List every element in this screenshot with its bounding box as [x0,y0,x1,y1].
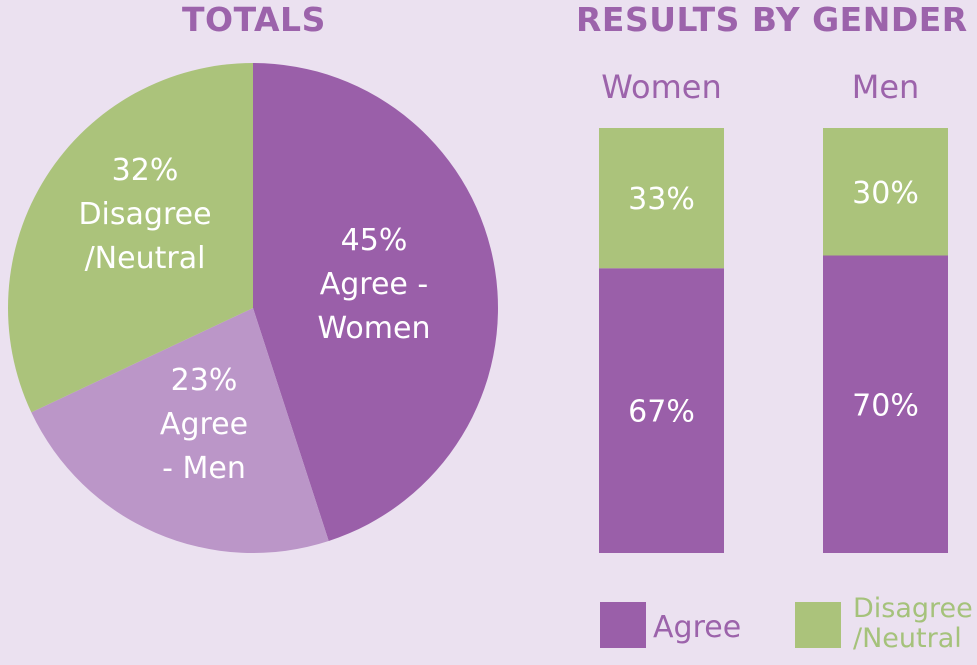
pie-slice-label-line: Women [318,311,431,346]
bar-value-label: 70% [852,388,919,423]
bar-value-label: 67% [628,395,695,430]
pie-slice-label-line: Agree [160,407,248,442]
bar-chart-title: RESULTS BY GENDER [576,0,968,39]
legend-label-disagree-line: /Neutral [853,623,962,654]
bar-segment [599,268,724,553]
pie-slice-label: 32% Disagree/Neutral [78,153,211,276]
pie-chart-title: TOTALS [182,0,326,39]
bar-category-label: Women [601,68,721,106]
pie-slice-value: 45% [341,223,408,258]
pie-slice-label-line: Agree - [320,267,429,302]
bar-segment [823,255,948,553]
pie-slice-label-line: Disagree [78,197,211,232]
pie-slice-label: 23% Agree - Men [160,363,248,486]
legend-swatch-agree [600,602,646,648]
pie-slice-0 [253,63,498,542]
bar-value-label: 33% [628,182,695,217]
legend-label-disagree: Disagree/Neutral [853,593,973,654]
bar-segment [823,128,948,256]
legend-label-disagree-line: Disagree [853,593,973,624]
bar-value-label: 30% [852,176,919,211]
pie-slice-value: 23% [171,363,238,398]
pie-slice-1 [31,308,329,553]
bar-category-label: Men [852,68,920,106]
legend-swatch-disagree [795,602,841,648]
pie-slice-label-line: /Neutral [85,241,206,276]
pie-slice-value: 32% [112,153,179,188]
bar-segment [599,128,724,269]
legend-label-agree: Agree [653,610,741,645]
legend-label-agree-line: Agree [653,610,741,645]
pie-slice-label: 45% Agree - Women [318,223,431,346]
pie-slice-2 [8,63,253,413]
pie-slice-label-line: - Men [162,451,246,486]
